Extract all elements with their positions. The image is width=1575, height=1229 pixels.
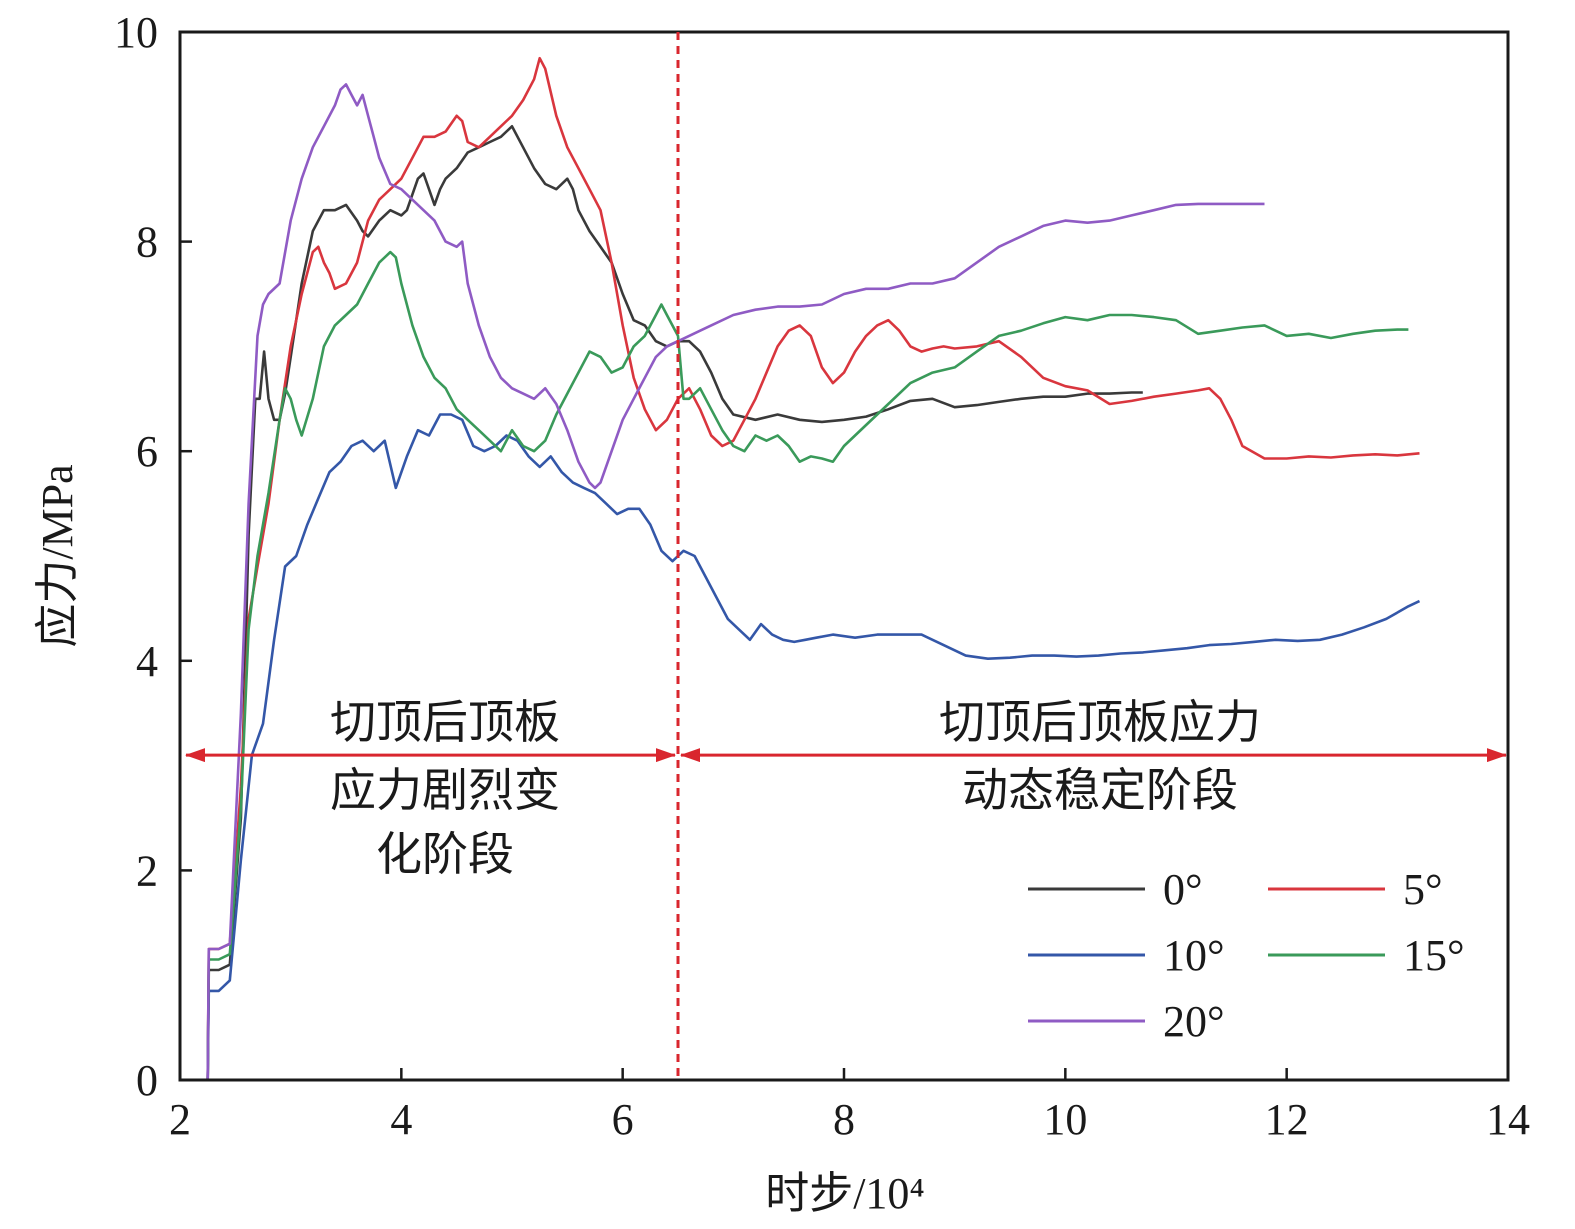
legend-label: 15° (1403, 931, 1465, 980)
x-tick-label: 6 (612, 1095, 634, 1144)
legend: 0° 5° 10° 15° 20° (1028, 865, 1465, 1046)
stage2-annotation-line1: 切顶后顶板应力 (939, 695, 1261, 749)
stage2-annotation-line2: 动态稳定阶段 (962, 763, 1238, 817)
series-layer (206, 56, 1421, 1081)
plot-frame (178, 30, 1510, 1082)
y-axis-label: 应力/MPa (33, 464, 82, 647)
x-axis-label: 时步/10⁴ (765, 1169, 925, 1218)
series-line-3 (206, 250, 1409, 1081)
y-tick-label: 0 (136, 1056, 158, 1105)
y-tick-label: 6 (136, 427, 158, 476)
x-tick-label: 10 (1043, 1095, 1087, 1144)
x-tick-label: 2 (169, 1095, 191, 1144)
x-tick-label: 8 (833, 1095, 855, 1144)
y-tick-label: 8 (136, 218, 158, 267)
x-axis: 2 4 6 8 10 12 14 (169, 1068, 1530, 1144)
series-line-2 (206, 413, 1421, 1081)
stage1-annotation-line2: 应力剧烈变 (330, 763, 560, 817)
stage1-annotation-line1: 切顶后顶板 (330, 695, 560, 749)
legend-label: 0° (1163, 865, 1203, 914)
legend-label: 10° (1163, 931, 1225, 980)
y-axis: 0 2 4 6 8 10 (114, 8, 192, 1105)
stage1-annotation-line3: 化阶段 (376, 827, 514, 881)
y-tick-label: 10 (114, 8, 158, 57)
series-line-0 (206, 125, 1143, 1081)
legend-label: 5° (1403, 865, 1443, 914)
x-tick-label: 14 (1486, 1095, 1530, 1144)
x-tick-label: 12 (1265, 1095, 1309, 1144)
x-tick-label: 4 (390, 1095, 412, 1144)
legend-label: 20° (1163, 997, 1225, 1046)
y-tick-label: 2 (136, 846, 158, 895)
series-line-4 (206, 83, 1265, 1081)
y-tick-label: 4 (136, 637, 158, 686)
